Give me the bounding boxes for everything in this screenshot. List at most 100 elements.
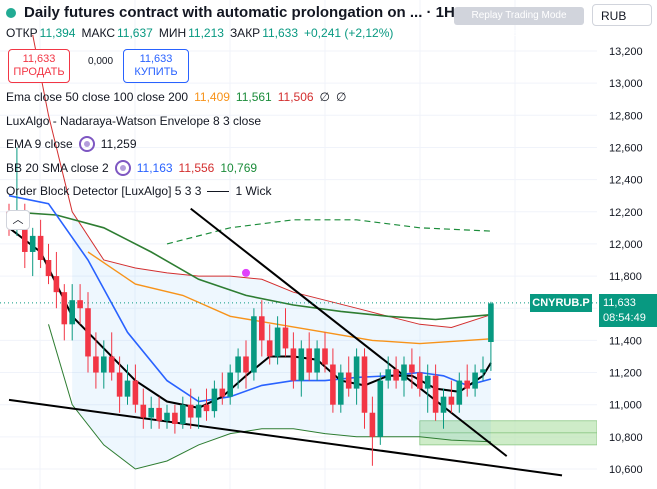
indicator-bb[interactable]: BB 20 SMA close 2 11,163 11,556 10,769	[6, 160, 257, 176]
collapse-legend-button[interactable]: ︿	[6, 210, 30, 230]
candle-body	[345, 372, 352, 389]
candle-body	[132, 380, 139, 405]
buy-price: 11,633	[139, 53, 173, 65]
candle-body	[480, 369, 486, 373]
candle-body	[385, 369, 391, 381]
price-tick-label: 10,800	[609, 432, 643, 444]
candle-body	[440, 396, 447, 413]
empty-value-1: ∅	[319, 90, 330, 104]
low-label: МИН	[158, 26, 187, 40]
ema50-line	[87, 251, 491, 345]
candles	[6, 147, 494, 466]
candle-body	[29, 235, 36, 252]
indicator-ema9[interactable]: EMA 9 close 11,259	[6, 136, 137, 152]
ema100-line	[8, 211, 491, 321]
candle-body	[195, 404, 202, 418]
candle-body	[306, 348, 312, 373]
candle-body	[101, 356, 107, 373]
high-label: МАКС	[81, 26, 116, 40]
market-status-icon	[6, 7, 16, 18]
price-tick-label: 11,600	[609, 303, 642, 315]
chart-title[interactable]: Daily futures contract with automatic pr…	[24, 4, 480, 21]
currency-value: RUB	[601, 9, 627, 23]
candle-body	[464, 380, 470, 389]
candle-body	[140, 404, 147, 418]
price-tick-label: 11,800	[609, 271, 642, 283]
ema50-value: 11,409	[194, 90, 230, 104]
candle-body	[361, 356, 368, 413]
candle-body	[124, 380, 131, 397]
currency-select[interactable]: RUB	[592, 4, 652, 26]
candle-body	[211, 388, 218, 412]
buy-button[interactable]: 11,633 КУПИТЬ	[123, 49, 189, 83]
candle-body	[235, 356, 241, 373]
candle-body	[85, 308, 91, 357]
candle-body	[432, 375, 439, 413]
candle-body	[61, 292, 68, 325]
indicator-suffix: 1 Wick	[235, 184, 272, 198]
ema100-value: 11,561	[235, 90, 272, 104]
indicator-lines	[0, 34, 597, 477]
candle-body	[322, 348, 328, 365]
price-tick-label: 12,600	[609, 142, 643, 154]
high-value: 11,637	[117, 26, 153, 40]
candle-body	[488, 303, 494, 342]
price-tick-label: 12,800	[609, 110, 643, 122]
candle-body	[164, 412, 170, 421]
candle-body	[37, 235, 44, 260]
candle-body	[45, 260, 52, 277]
indicator-name: BB 20 SMA close 2	[6, 161, 109, 175]
candle-body	[116, 372, 123, 397]
candle-body	[227, 372, 233, 397]
bb-upper-value: 11,556	[178, 161, 215, 175]
candle-body	[266, 340, 273, 357]
sell-button[interactable]: 11,633 ПРОДАТЬ	[8, 49, 70, 83]
price-tick-label: 10,600	[609, 464, 643, 476]
candle-body	[290, 348, 297, 381]
candle-body	[243, 356, 249, 373]
open-value: 11,394	[39, 26, 76, 40]
indicator-ema-triple[interactable]: Ema close 50 close 100 close 200 11,409 …	[6, 90, 346, 104]
candle-body	[472, 372, 478, 389]
bb-lower-value: 10,769	[220, 161, 258, 175]
ema9-line	[8, 227, 492, 409]
candle-body	[298, 348, 305, 381]
candle-body	[180, 404, 186, 424]
ema9-value: 11,259	[100, 137, 137, 151]
candle-body	[448, 396, 455, 405]
indicator-nadaraya[interactable]: LuxAlgo - Nadaraya-Watson Envelope 8 3 c…	[6, 114, 261, 128]
candle-body	[401, 364, 407, 381]
symbol-price-tag: CNYRUB.P	[530, 294, 592, 312]
candle-body	[148, 407, 154, 418]
indicator-name: LuxAlgo - Nadaraya-Watson Envelope 8 3 c…	[6, 114, 262, 128]
candle-body	[251, 316, 257, 373]
replay-mode-badge[interactable]: Replay Trading Mode enabled	[454, 7, 584, 39]
sell-label: ПРОДАТЬ	[13, 66, 65, 78]
candle-body	[22, 214, 28, 252]
sell-price: 11,633	[22, 53, 56, 65]
chart-title-row: Daily futures contract with automatic pr…	[6, 4, 479, 21]
buy-label: КУПИТЬ	[134, 66, 178, 78]
chevron-up-icon: ︿	[12, 214, 24, 226]
candle-body	[417, 372, 423, 389]
close-label: ЗАКР	[229, 26, 261, 40]
candle-body	[330, 364, 336, 405]
candle-body	[108, 356, 115, 373]
candle-body	[69, 300, 75, 325]
indicator-order-block[interactable]: Order Block Detector [LuxAlgo] 5 3 3 1 W…	[6, 184, 271, 198]
ohlc-row: ОТКР 11,394 МАКС 11,637 МИН 11,213 ЗАКР 11,6…	[6, 26, 397, 40]
candle-body	[456, 380, 463, 405]
indicator-name: EMA 9 close	[6, 137, 73, 151]
price-axis: 13,200 13,000 12,800 12,600 12,400 12,200 12,0…	[597, 0, 657, 489]
indicator-name: Order Block Detector [LuxAlgo] 5 3 3	[6, 184, 202, 198]
bb-basis-line	[8, 194, 492, 403]
low-value: 11,213	[188, 26, 224, 40]
candle-body	[203, 404, 210, 412]
price-tick-label: 13,000	[609, 78, 643, 90]
candle-body	[353, 356, 360, 389]
signal-marker	[242, 268, 250, 277]
price-axis-bg	[597, 0, 657, 489]
price-tick-label: 13,200	[609, 46, 643, 58]
candle-body	[409, 364, 415, 373]
